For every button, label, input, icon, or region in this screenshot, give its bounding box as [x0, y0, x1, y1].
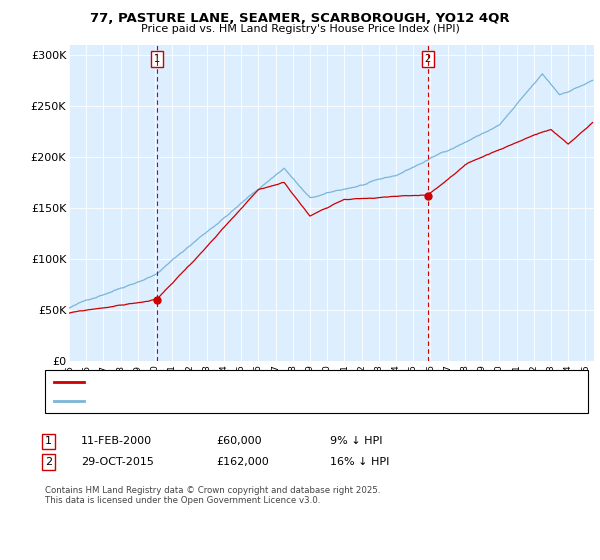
- Text: 11-FEB-2000: 11-FEB-2000: [81, 436, 152, 446]
- Text: £162,000: £162,000: [216, 457, 269, 467]
- Text: 29-OCT-2015: 29-OCT-2015: [81, 457, 154, 467]
- Text: Contains HM Land Registry data © Crown copyright and database right 2025.
This d: Contains HM Land Registry data © Crown c…: [45, 486, 380, 506]
- Text: £60,000: £60,000: [216, 436, 262, 446]
- Text: 9% ↓ HPI: 9% ↓ HPI: [330, 436, 383, 446]
- Text: 2: 2: [45, 457, 52, 467]
- Text: 1: 1: [154, 54, 160, 64]
- Text: 77, PASTURE LANE, SEAMER, SCARBOROUGH, YO12 4QR (semi-detached house): 77, PASTURE LANE, SEAMER, SCARBOROUGH, Y…: [89, 377, 482, 387]
- Text: 1: 1: [45, 436, 52, 446]
- Text: 77, PASTURE LANE, SEAMER, SCARBOROUGH, YO12 4QR: 77, PASTURE LANE, SEAMER, SCARBOROUGH, Y…: [90, 12, 510, 25]
- Text: 16% ↓ HPI: 16% ↓ HPI: [330, 457, 389, 467]
- Text: 2: 2: [424, 54, 431, 64]
- Text: Price paid vs. HM Land Registry's House Price Index (HPI): Price paid vs. HM Land Registry's House …: [140, 24, 460, 34]
- Text: HPI: Average price, semi-detached house, North Yorkshire: HPI: Average price, semi-detached house,…: [89, 396, 371, 406]
